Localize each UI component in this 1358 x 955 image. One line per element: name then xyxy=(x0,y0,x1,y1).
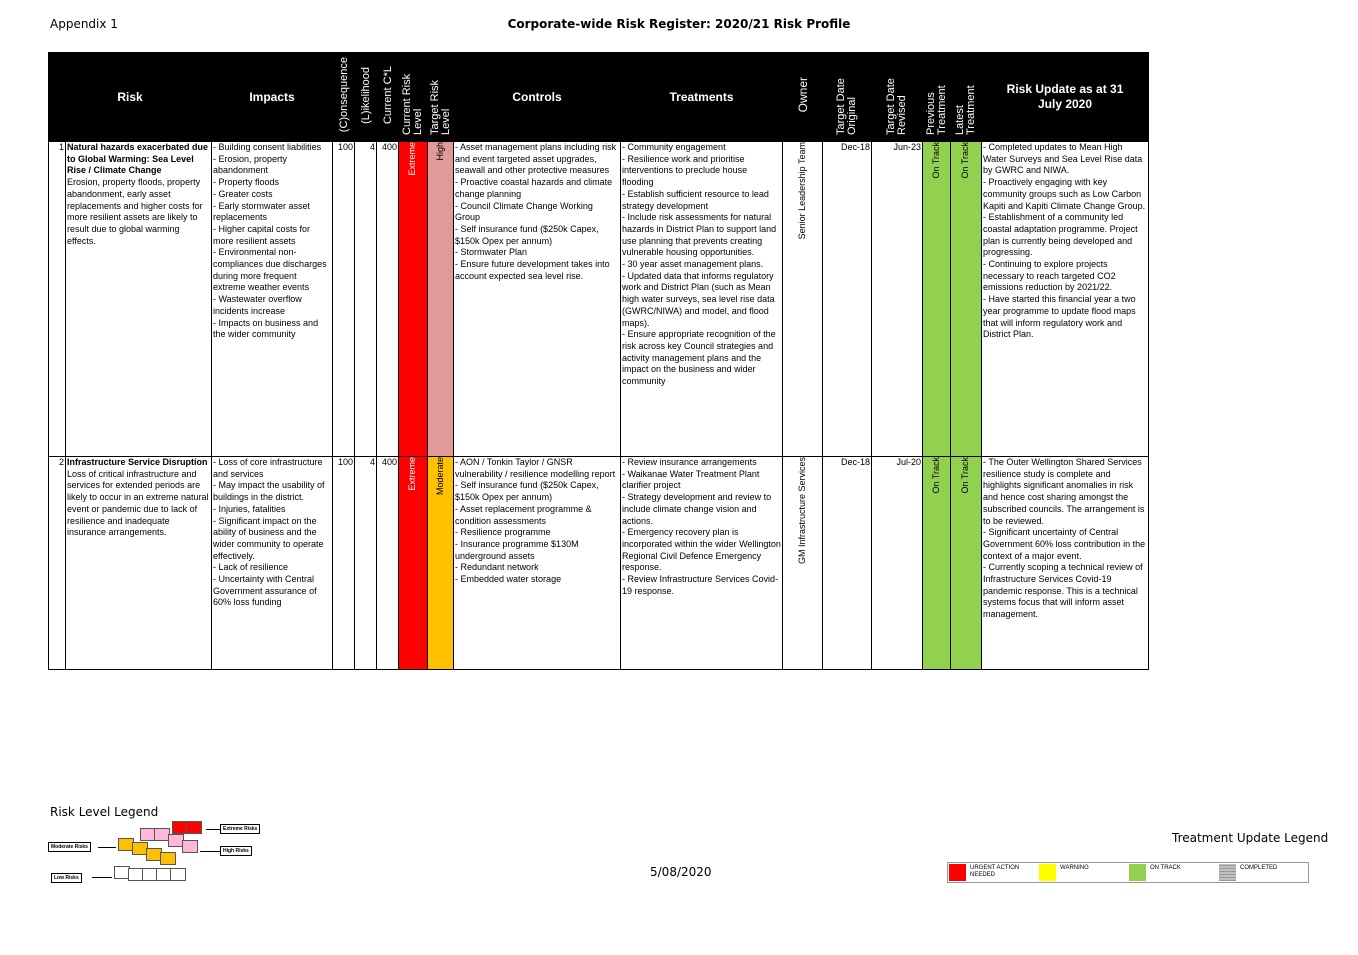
col-risk-update: Risk Update as at 31 July 2020 xyxy=(981,52,1150,142)
col-current-cl: Current C*L xyxy=(376,52,400,142)
date-revised-cell: Jul-20 xyxy=(871,456,924,670)
legend-cube-moderate xyxy=(160,852,176,865)
legend-label-extreme: Extreme Risks xyxy=(220,824,261,834)
target-risk-level-cell: Moderate xyxy=(427,456,455,670)
row-number: 1 xyxy=(48,141,66,457)
risk-cell: Natural hazards exacerbated due to Globa… xyxy=(64,141,213,457)
col-target-date-original: Target Date Original xyxy=(822,52,873,142)
risk-legend-graphic: Extreme Risks High Risks Moderate Risks … xyxy=(48,818,273,888)
legend-label-low: Low Risks xyxy=(51,873,82,883)
legend-swatch-on-track xyxy=(1129,864,1146,881)
treatment-legend: URGENT ACTION NEEDED WARNING ON TRACK CO… xyxy=(947,862,1309,883)
col-target-date-revised: Target Date Revised xyxy=(871,52,924,142)
impacts-cell: - Loss of core infrastructure and servic… xyxy=(211,456,334,670)
col-risk: Risk xyxy=(47,52,213,142)
col-latest-treatment: Latest Treatment xyxy=(950,52,983,142)
risk-cell: Infrastructure Service Disruption Loss of… xyxy=(64,456,213,670)
date-original-cell: Dec-18 xyxy=(822,456,873,670)
legend-cube-high xyxy=(182,840,198,853)
col-treatments: Treatments xyxy=(620,52,784,142)
risk-update-cell: - Completed updates to Mean High Water S… xyxy=(981,141,1150,457)
latest-treatment-cell: On Track xyxy=(950,141,983,457)
likelihood-cell: 4 xyxy=(354,141,378,457)
legend-arrow xyxy=(206,829,220,830)
risk-description: Loss of critical infrastructure and serv… xyxy=(67,468,209,538)
consequence-cell: 100 xyxy=(332,456,356,670)
controls-cell: - AON / Tonkin Taylor / GNSR vulnerabili… xyxy=(453,456,622,670)
appendix-label: Appendix 1 xyxy=(50,17,118,31)
current-cl-cell: 400 xyxy=(376,141,400,457)
latest-treatment-cell: On Track xyxy=(950,456,983,670)
col-controls: Controls xyxy=(453,52,622,142)
previous-treatment-cell: On Track xyxy=(922,141,952,457)
legend-arrow xyxy=(92,877,112,878)
legend-cube-extreme xyxy=(186,821,202,834)
treatment-legend-item: URGENT ACTION NEEDED xyxy=(948,863,1038,882)
legend-arrow xyxy=(98,847,116,848)
legend-swatch-completed xyxy=(1219,864,1236,881)
page-title: Corporate-wide Risk Register: 2020/21 Ri… xyxy=(507,17,851,31)
risk-title: Natural hazards exacerbated due to Globa… xyxy=(67,142,209,176)
col-owner: Owner xyxy=(782,52,824,142)
treatment-legend-item: ON TRACK xyxy=(1128,863,1218,882)
legend-swatch-warning xyxy=(1039,864,1056,881)
risk-description: Erosion, property floods, property aband… xyxy=(67,177,203,246)
impacts-cell: - Building consent liabilities - Erosion… xyxy=(211,141,334,457)
col-previous-treatment: Previous Treatment xyxy=(922,52,952,142)
col-target-risk-level: Target Risk Level xyxy=(427,52,455,142)
risk-title: Infrastructure Service Disruption xyxy=(67,457,208,468)
date-revised-cell: Jun-23 xyxy=(871,141,924,457)
header-row: Risk Impacts (C)onsequence (L)ikelihood … xyxy=(47,52,1150,142)
legend-arrow xyxy=(200,851,220,852)
row-number: 2 xyxy=(48,456,66,670)
owner-cell: Senior Leadership Team xyxy=(782,141,824,457)
footer-date: 5/08/2020 xyxy=(650,865,712,879)
treatments-cell: - Community engagement - Resilience work… xyxy=(620,141,784,457)
likelihood-cell: 4 xyxy=(354,456,378,670)
risk-register-table: Risk Impacts (C)onsequence (L)ikelihood … xyxy=(47,52,1150,670)
treatment-legend-title: Treatment Update Legend xyxy=(1172,831,1329,845)
col-likelihood: (L)ikelihood xyxy=(354,52,378,142)
legend-label-moderate: Moderate Risks xyxy=(48,842,91,852)
date-original-cell: Dec-18 xyxy=(822,141,873,457)
risk-legend-title: Risk Level Legend xyxy=(50,805,159,819)
treatment-legend-item: WARNING xyxy=(1038,863,1128,882)
current-risk-level-cell: Extreme xyxy=(398,456,429,670)
col-consequence: (C)onsequence xyxy=(332,52,356,142)
target-risk-level-cell: High xyxy=(427,141,455,457)
treatment-legend-item: COMPLETED xyxy=(1218,863,1308,882)
table-row: 1 Natural hazards exacerbated due to Glo… xyxy=(48,141,1150,457)
treatments-cell: - Review insurance arrangements - Waikan… xyxy=(620,456,784,670)
col-current-risk-level: Current Risk Level xyxy=(398,52,429,142)
current-risk-level-cell: Extreme xyxy=(398,141,429,457)
table-row: 2 Infrastructure Service Disruption Loss … xyxy=(48,456,1150,670)
legend-swatch-urgent xyxy=(949,864,966,881)
legend-cube-low xyxy=(170,868,186,881)
consequence-cell: 100 xyxy=(332,141,356,457)
owner-cell: GM Infrastructure Services xyxy=(782,456,824,670)
controls-cell: - Asset management plans including risk … xyxy=(453,141,622,457)
col-impacts: Impacts xyxy=(211,52,334,142)
previous-treatment-cell: On Track xyxy=(922,456,952,670)
risk-update-cell: - The Outer Wellington Shared Services r… xyxy=(981,456,1150,670)
current-cl-cell: 400 xyxy=(376,456,400,670)
legend-label-high: High Risks xyxy=(220,846,252,856)
